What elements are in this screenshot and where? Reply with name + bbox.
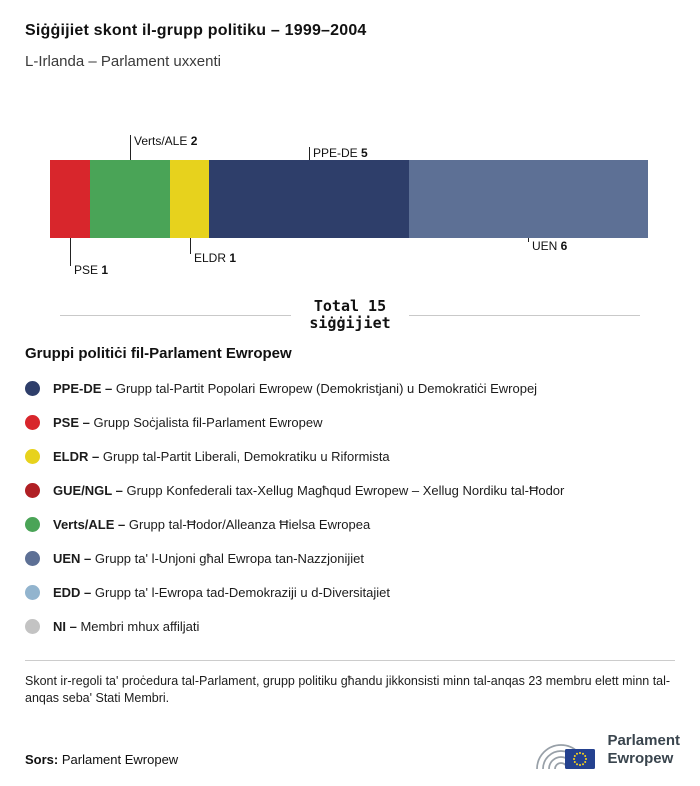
legend-abbr: EDD –	[53, 584, 92, 600]
legend-color-dot	[25, 618, 40, 634]
bar-label-PSE: PSE 1	[74, 263, 108, 277]
bar-segment-Verts/ALE	[89, 160, 170, 238]
bar-segment-PSE	[50, 160, 90, 238]
bar-label-seats: 1	[229, 251, 237, 265]
logo-line1: Parlament	[607, 732, 680, 749]
legend-color-dot	[25, 516, 40, 532]
legend-item: PPE-DE – Grupp tal-Partit Popolari Ewrop…	[25, 371, 675, 405]
bar-label-seats: 6	[560, 239, 568, 253]
bar-label-tick-Verts/ALE	[130, 135, 131, 160]
legend-label: GUE/NGL – Grupp Konfederali tax-Xellug M…	[53, 482, 565, 498]
header: Siġġijiet skont il-grupp politiku – 1999…	[0, 0, 700, 70]
bar-segment-UEN	[408, 160, 648, 238]
bar-label-name: PPE-DE	[313, 146, 362, 160]
total-seats-label: Total 15 siġġijiet	[309, 298, 390, 332]
legend-abbr: ELDR –	[53, 448, 100, 464]
european-parliament-logo: Parlament Ewropew	[531, 727, 680, 773]
legend-color-dot	[25, 414, 40, 430]
legend-item: GUE/NGL – Grupp Konfederali tax-Xellug M…	[25, 473, 675, 507]
legend-label: NI – Membri mhux affiljati	[53, 618, 200, 634]
legend-item: Verts/ALE – Grupp tal-Ħodor/Alleanza Ħie…	[25, 507, 675, 541]
bar-label-name: UEN	[532, 239, 561, 253]
footer: Sors: Parlament Ewropew	[25, 727, 680, 773]
legend-color-dot	[25, 550, 40, 566]
total-divider-left	[60, 314, 292, 316]
page-title: Siġġijiet skont il-grupp politiku – 1999…	[25, 22, 367, 39]
legend-color-dot	[25, 584, 40, 600]
total-divider-right	[408, 314, 640, 316]
legend-label: EDD – Grupp ta' l-Ewropa tad-Demokraziji…	[53, 584, 390, 600]
legend-abbr: UEN –	[53, 550, 92, 566]
total-row: Total 15 siġġijiet	[60, 298, 640, 332]
legend-color-dot	[25, 448, 40, 464]
bar-label-name: PSE	[74, 263, 102, 277]
bar-label-seats: 2	[190, 134, 198, 148]
legend-label: PPE-DE – Grupp tal-Partit Popolari Ewrop…	[53, 380, 538, 396]
bar-label-tick-UEN	[528, 238, 529, 242]
legend-list: PPE-DE – Grupp tal-Partit Popolari Ewrop…	[25, 371, 675, 643]
bar-segment-ELDR	[169, 160, 210, 238]
footnote: Skont ir-regoli ta' proċedura tal-Parlam…	[25, 674, 671, 705]
bar-segment-PPE-DE	[209, 160, 409, 238]
total-seats-line1: Total 15	[313, 297, 387, 315]
bar-label-name: ELDR	[194, 251, 230, 265]
legend-color-dot	[25, 380, 40, 396]
logo-wordmark: Parlament Ewropew	[607, 732, 680, 768]
bar-label-seats: 5	[361, 146, 368, 160]
legend-item: UEN – Grupp ta' l-Unjoni għal Ewropa tan…	[25, 541, 675, 575]
legend-item: ELDR – Grupp tal-Partit Liberali, Demokr…	[25, 439, 675, 473]
footnote-divider	[25, 660, 675, 661]
hemicycle-eu-flag-icon	[536, 744, 596, 770]
legend-label: UEN – Grupp ta' l-Unjoni għal Ewropa tan…	[53, 550, 365, 566]
legend-abbr: GUE/NGL –	[53, 482, 123, 498]
bar-label-UEN: UEN 6	[532, 239, 567, 253]
bar-label-PPE-DE: PPE-DE 5	[313, 146, 368, 160]
legend-abbr: NI –	[53, 618, 77, 634]
legend-abbr: PSE –	[53, 414, 90, 430]
bar-label-tick-PSE	[70, 238, 71, 266]
legend-item: NI – Membri mhux affiljati	[25, 609, 675, 643]
source-line: Sors: Parlament Ewropew	[25, 752, 178, 767]
legend-abbr: PPE-DE –	[53, 380, 113, 396]
chart-area: PSE 1 Verts/ALE 2 ELDR 1 PPE-DE 5 UEN 6	[0, 128, 700, 278]
logo-line2: Ewropew	[607, 750, 674, 767]
legend-label: PSE – Grupp Soċjalista fil-Parlament Ewr…	[53, 414, 323, 430]
legend-color-dot	[25, 482, 40, 498]
legend-label: Verts/ALE – Grupp tal-Ħodor/Alleanza Ħie…	[53, 516, 371, 532]
bar-label-ELDR: ELDR 1	[194, 251, 236, 265]
bar-label-seats: 1	[101, 263, 109, 277]
stacked-bar	[50, 160, 648, 238]
source-value: Parlament Ewropew	[61, 752, 179, 767]
legend-title: Gruppi politiċi fil-Parlament Ewropew	[25, 345, 292, 362]
bar-label-tick-ELDR	[190, 238, 191, 254]
legend-item: EDD – Grupp ta' l-Ewropa tad-Demokraziji…	[25, 575, 675, 609]
source-label: Sors:	[25, 752, 59, 767]
bar-label-Verts/ALE: Verts/ALE 2	[134, 134, 197, 148]
legend-item: PSE – Grupp Soċjalista fil-Parlament Ewr…	[25, 405, 675, 439]
bar-label-tick-PPE-DE	[309, 147, 310, 160]
page-subtitle: L-Irlanda – Parlament uxxenti	[25, 53, 221, 70]
bar-label-name: Verts/ALE	[134, 134, 191, 148]
total-seats-line2: siġġijiet	[309, 314, 391, 332]
legend-abbr: Verts/ALE –	[53, 516, 126, 532]
legend-label: ELDR – Grupp tal-Partit Liberali, Demokr…	[53, 448, 390, 464]
